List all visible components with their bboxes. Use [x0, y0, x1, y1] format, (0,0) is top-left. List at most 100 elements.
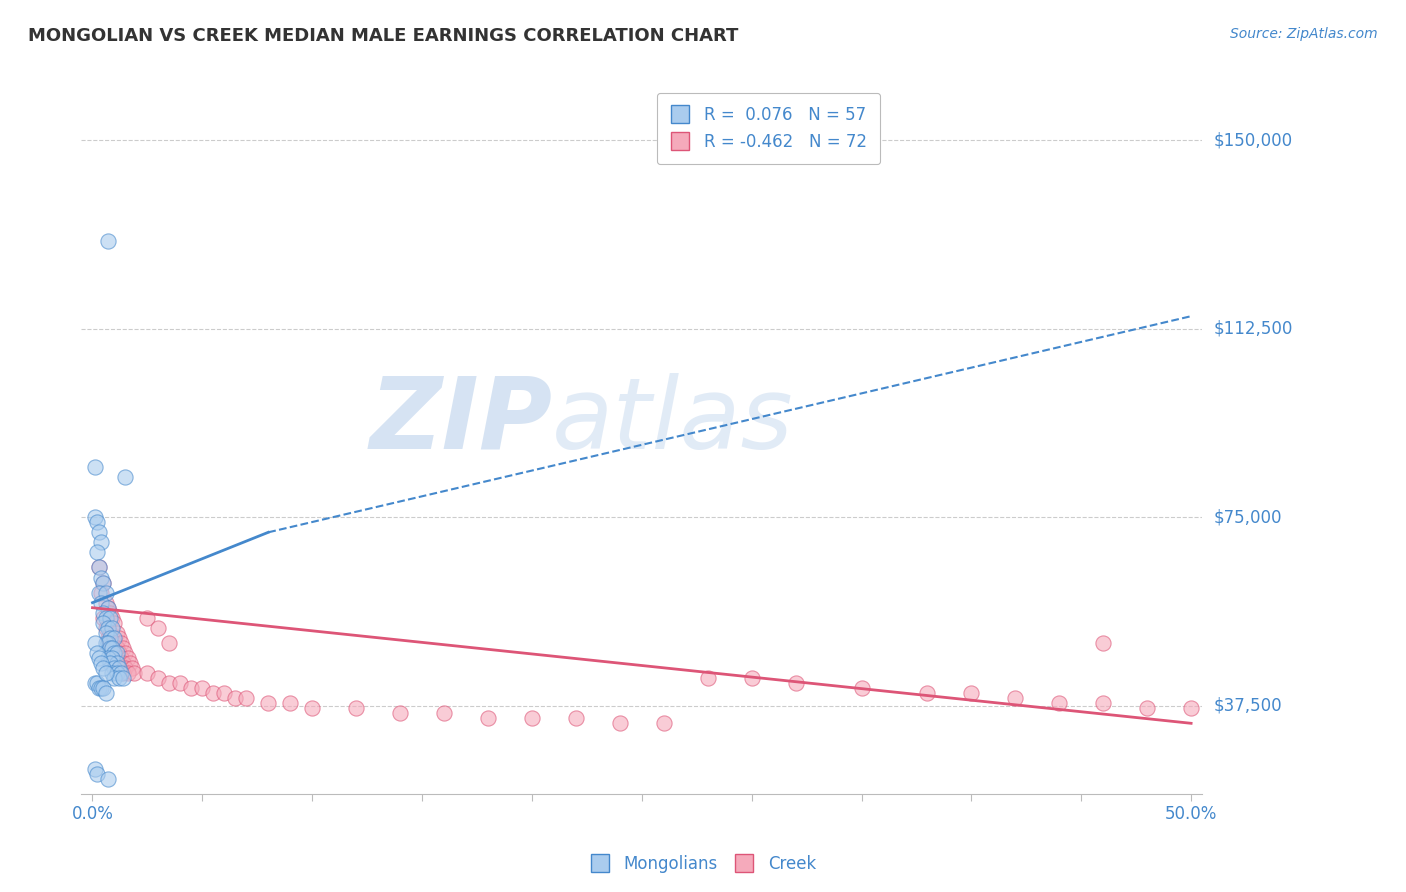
Point: [94, 596, 117, 610]
Point: [157, 676, 180, 690]
Point: [97, 621, 120, 635]
Point: [98, 625, 121, 640]
Point: [90, 585, 112, 599]
Point: [93, 606, 115, 620]
Point: [117, 651, 139, 665]
Point: [98, 611, 121, 625]
Point: [105, 646, 128, 660]
Point: [1092, 696, 1115, 710]
Point: [114, 470, 136, 484]
Point: [94, 585, 117, 599]
Text: $75,000: $75,000: [1213, 508, 1282, 526]
Point: [101, 611, 124, 625]
Point: [157, 636, 180, 650]
Point: [90, 681, 112, 695]
Point: [94, 611, 117, 625]
Point: [257, 696, 280, 710]
Point: [112, 671, 135, 685]
Point: [108, 671, 131, 685]
Point: [101, 640, 124, 655]
Point: [180, 681, 202, 695]
Point: [93, 681, 115, 695]
Point: [94, 666, 117, 681]
Point: [101, 631, 124, 645]
Point: [90, 596, 112, 610]
Point: [105, 666, 128, 681]
Point: [93, 615, 115, 630]
Point: [93, 611, 115, 625]
Text: atlas: atlas: [553, 373, 794, 470]
Point: [108, 661, 131, 675]
Point: [741, 671, 763, 685]
Point: [97, 600, 120, 615]
Point: [121, 661, 143, 675]
Point: [1092, 636, 1115, 650]
Point: [101, 666, 124, 681]
Legend: R =  0.076   N = 57, R = -0.462   N = 72: R = 0.076 N = 57, R = -0.462 N = 72: [657, 93, 880, 164]
Point: [87, 560, 110, 574]
Point: [101, 651, 124, 665]
Point: [90, 535, 112, 549]
Point: [87, 651, 110, 665]
Point: [224, 691, 246, 706]
Point: [696, 671, 718, 685]
Legend: Mongolians, Creek: Mongolians, Creek: [583, 848, 823, 880]
Point: [101, 621, 124, 635]
Point: [87, 585, 110, 599]
Point: [114, 646, 136, 660]
Point: [520, 711, 543, 725]
Point: [235, 691, 257, 706]
Point: [344, 701, 367, 715]
Point: [110, 651, 132, 665]
Point: [90, 570, 112, 584]
Point: [98, 636, 121, 650]
Point: [148, 621, 170, 635]
Point: [83, 510, 105, 524]
Point: [97, 651, 120, 665]
Point: [93, 661, 115, 675]
Point: [389, 706, 412, 721]
Point: [87, 525, 110, 540]
Point: [94, 625, 117, 640]
Point: [87, 681, 110, 695]
Point: [83, 636, 105, 650]
Point: [110, 661, 132, 675]
Point: [148, 671, 170, 685]
Text: ZIP: ZIP: [370, 373, 553, 470]
Point: [103, 631, 125, 645]
Point: [477, 711, 499, 725]
Point: [114, 661, 136, 675]
Point: [1136, 701, 1159, 715]
Text: $112,500: $112,500: [1213, 319, 1292, 338]
Point: [97, 636, 120, 650]
Point: [103, 636, 125, 650]
Point: [105, 625, 128, 640]
Text: Source: ZipAtlas.com: Source: ZipAtlas.com: [1230, 27, 1378, 41]
Point: [98, 631, 121, 645]
Point: [112, 640, 135, 655]
Point: [103, 615, 125, 630]
Point: [652, 716, 675, 731]
Point: [103, 671, 125, 685]
Point: [112, 666, 135, 681]
Point: [191, 681, 214, 695]
Point: [202, 686, 225, 700]
Point: [169, 676, 191, 690]
Point: [101, 640, 124, 655]
Point: [98, 640, 121, 655]
Point: [105, 651, 128, 665]
Point: [960, 686, 983, 700]
Point: [301, 701, 323, 715]
Point: [122, 666, 145, 681]
Point: [87, 560, 110, 574]
Point: [1004, 691, 1026, 706]
Text: MONGOLIAN VS CREEK MEDIAN MALE EARNINGS CORRELATION CHART: MONGOLIAN VS CREEK MEDIAN MALE EARNINGS …: [28, 27, 738, 45]
Point: [98, 606, 121, 620]
Point: [94, 636, 117, 650]
Point: [103, 661, 125, 675]
Point: [86, 646, 108, 660]
Point: [97, 631, 120, 645]
Point: [93, 575, 115, 590]
Point: [83, 676, 105, 690]
Point: [565, 711, 588, 725]
